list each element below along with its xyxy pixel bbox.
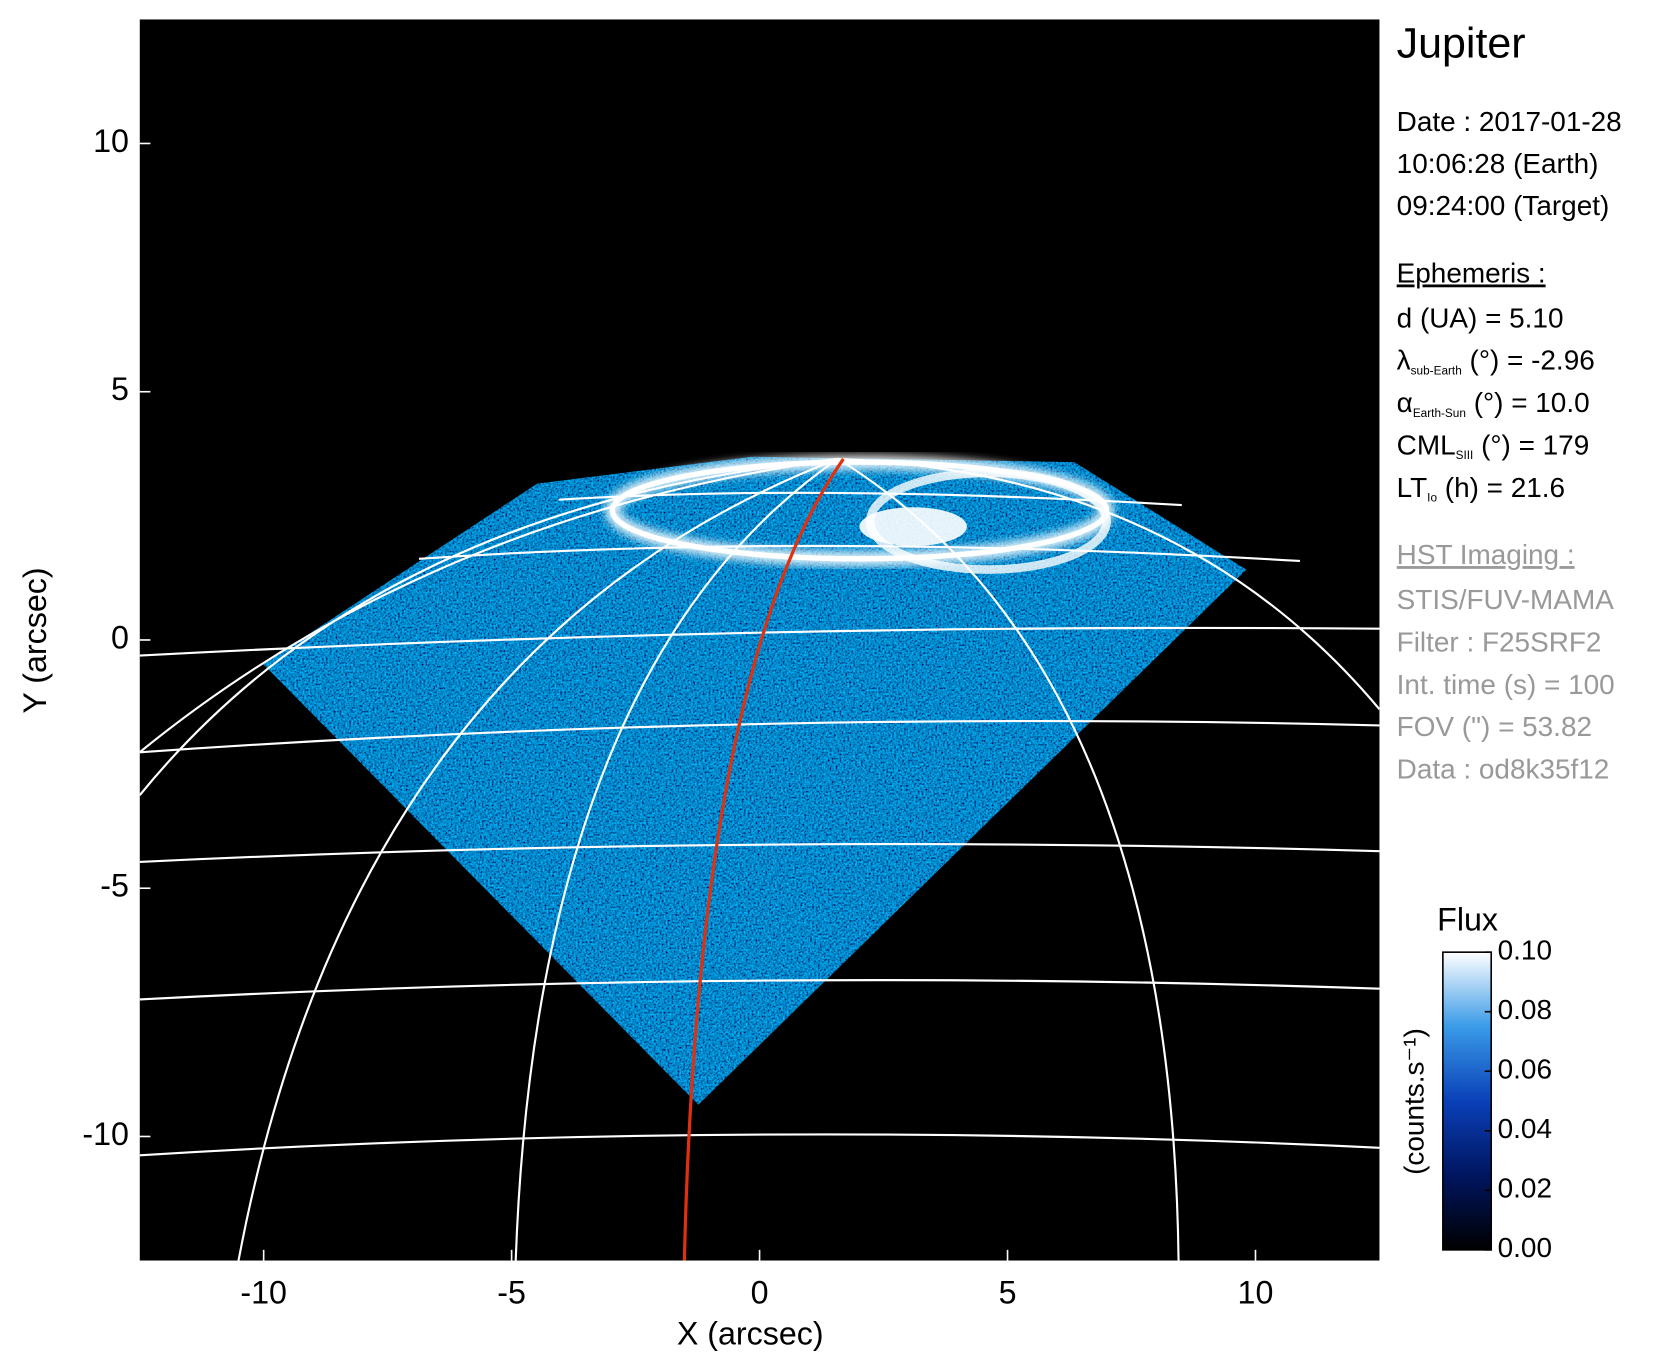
ephemeris-line: d (UA) = 5.10 xyxy=(1397,303,1564,334)
ephemeris-sub: sub-Earth xyxy=(1411,363,1462,377)
colorbar-tick-label: 0.00 xyxy=(1498,1232,1552,1263)
y-tick-label: -10 xyxy=(82,1116,129,1152)
colorbar-tick-label: 0.08 xyxy=(1498,994,1552,1025)
date-line: Date : 2017-01-28 xyxy=(1397,106,1622,137)
ephemeris-symbol: LT xyxy=(1397,472,1428,503)
x-tick-label: 5 xyxy=(999,1275,1017,1311)
ephemeris-title: Ephemeris : xyxy=(1397,257,1546,288)
colorbar-label: (counts.s⁻¹) xyxy=(1398,1028,1429,1175)
ephemeris-rest: (°) = 179 xyxy=(1473,430,1589,461)
aurora xyxy=(604,454,1115,574)
planet-grid xyxy=(139,457,1380,1261)
x-tick-label: -5 xyxy=(497,1275,526,1311)
y-tick-label: 5 xyxy=(111,371,129,407)
observed-image xyxy=(263,456,1247,1105)
x-axis-label: X (arcsec) xyxy=(677,1315,824,1351)
y-tick-label: 10 xyxy=(93,123,129,159)
plot-area xyxy=(139,19,1380,1261)
date-line: 10:06:28 (Earth) xyxy=(1397,148,1599,179)
ephemeris-line: λsub-Earth (°) = -2.96 xyxy=(1397,345,1595,377)
ephemeris-rest: (h) = 21.6 xyxy=(1437,472,1565,503)
colorbar xyxy=(1442,951,1493,1251)
ephemeris-sub: Io xyxy=(1427,491,1437,505)
imaging-line: FOV (") = 53.82 xyxy=(1397,711,1592,742)
imaging-line: Int. time (s) = 100 xyxy=(1397,669,1615,700)
ephemeris-symbol: λ xyxy=(1397,345,1411,376)
y-axis-label: Y (arcsec) xyxy=(17,567,53,713)
ephemeris-symbol: CML xyxy=(1397,430,1456,461)
ephemeris-sub: SIII xyxy=(1456,448,1474,462)
colorbar-tick-label: 0.04 xyxy=(1498,1113,1552,1144)
colorbar-tick-label: 0.06 xyxy=(1498,1054,1552,1085)
y-tick-label: -5 xyxy=(100,868,129,904)
imaging-title: HST Imaging : xyxy=(1397,539,1575,570)
ephemeris-rest: (°) = -2.96 xyxy=(1462,345,1595,376)
x-tick-label: 0 xyxy=(751,1275,769,1311)
colorbar-title: Flux xyxy=(1437,902,1498,938)
imaging-line: Data : od8k35f12 xyxy=(1397,754,1610,785)
date-line: 09:24:00 (Target) xyxy=(1397,190,1610,221)
imaging-line: STIS/FUV-MAMA xyxy=(1397,584,1615,615)
x-tick-label: 10 xyxy=(1238,1275,1274,1311)
x-tick-label: -10 xyxy=(240,1275,287,1311)
colorbar-tick-label: 0.02 xyxy=(1498,1173,1552,1204)
colorbar-tick-label: 0.10 xyxy=(1498,935,1552,966)
ephemeris-symbol: α xyxy=(1397,388,1413,419)
ephemeris-line: CMLSIII (°) = 179 xyxy=(1397,430,1590,462)
ephemeris-sub: Earth-Sun xyxy=(1413,406,1466,420)
imaging-line: Filter : F25SRF2 xyxy=(1397,627,1602,658)
central-meridian xyxy=(682,457,845,1261)
ephemeris-rest: (°) = 10.0 xyxy=(1466,388,1590,419)
ephemeris-symbol: d (UA) = 5.10 xyxy=(1397,303,1564,334)
ephemeris-line: αEarth-Sun (°) = 10.0 xyxy=(1397,388,1590,420)
chart-title: Jupiter xyxy=(1397,20,1526,68)
y-tick-label: 0 xyxy=(111,619,129,655)
ephemeris-line: LTIo (h) = 21.6 xyxy=(1397,472,1565,504)
